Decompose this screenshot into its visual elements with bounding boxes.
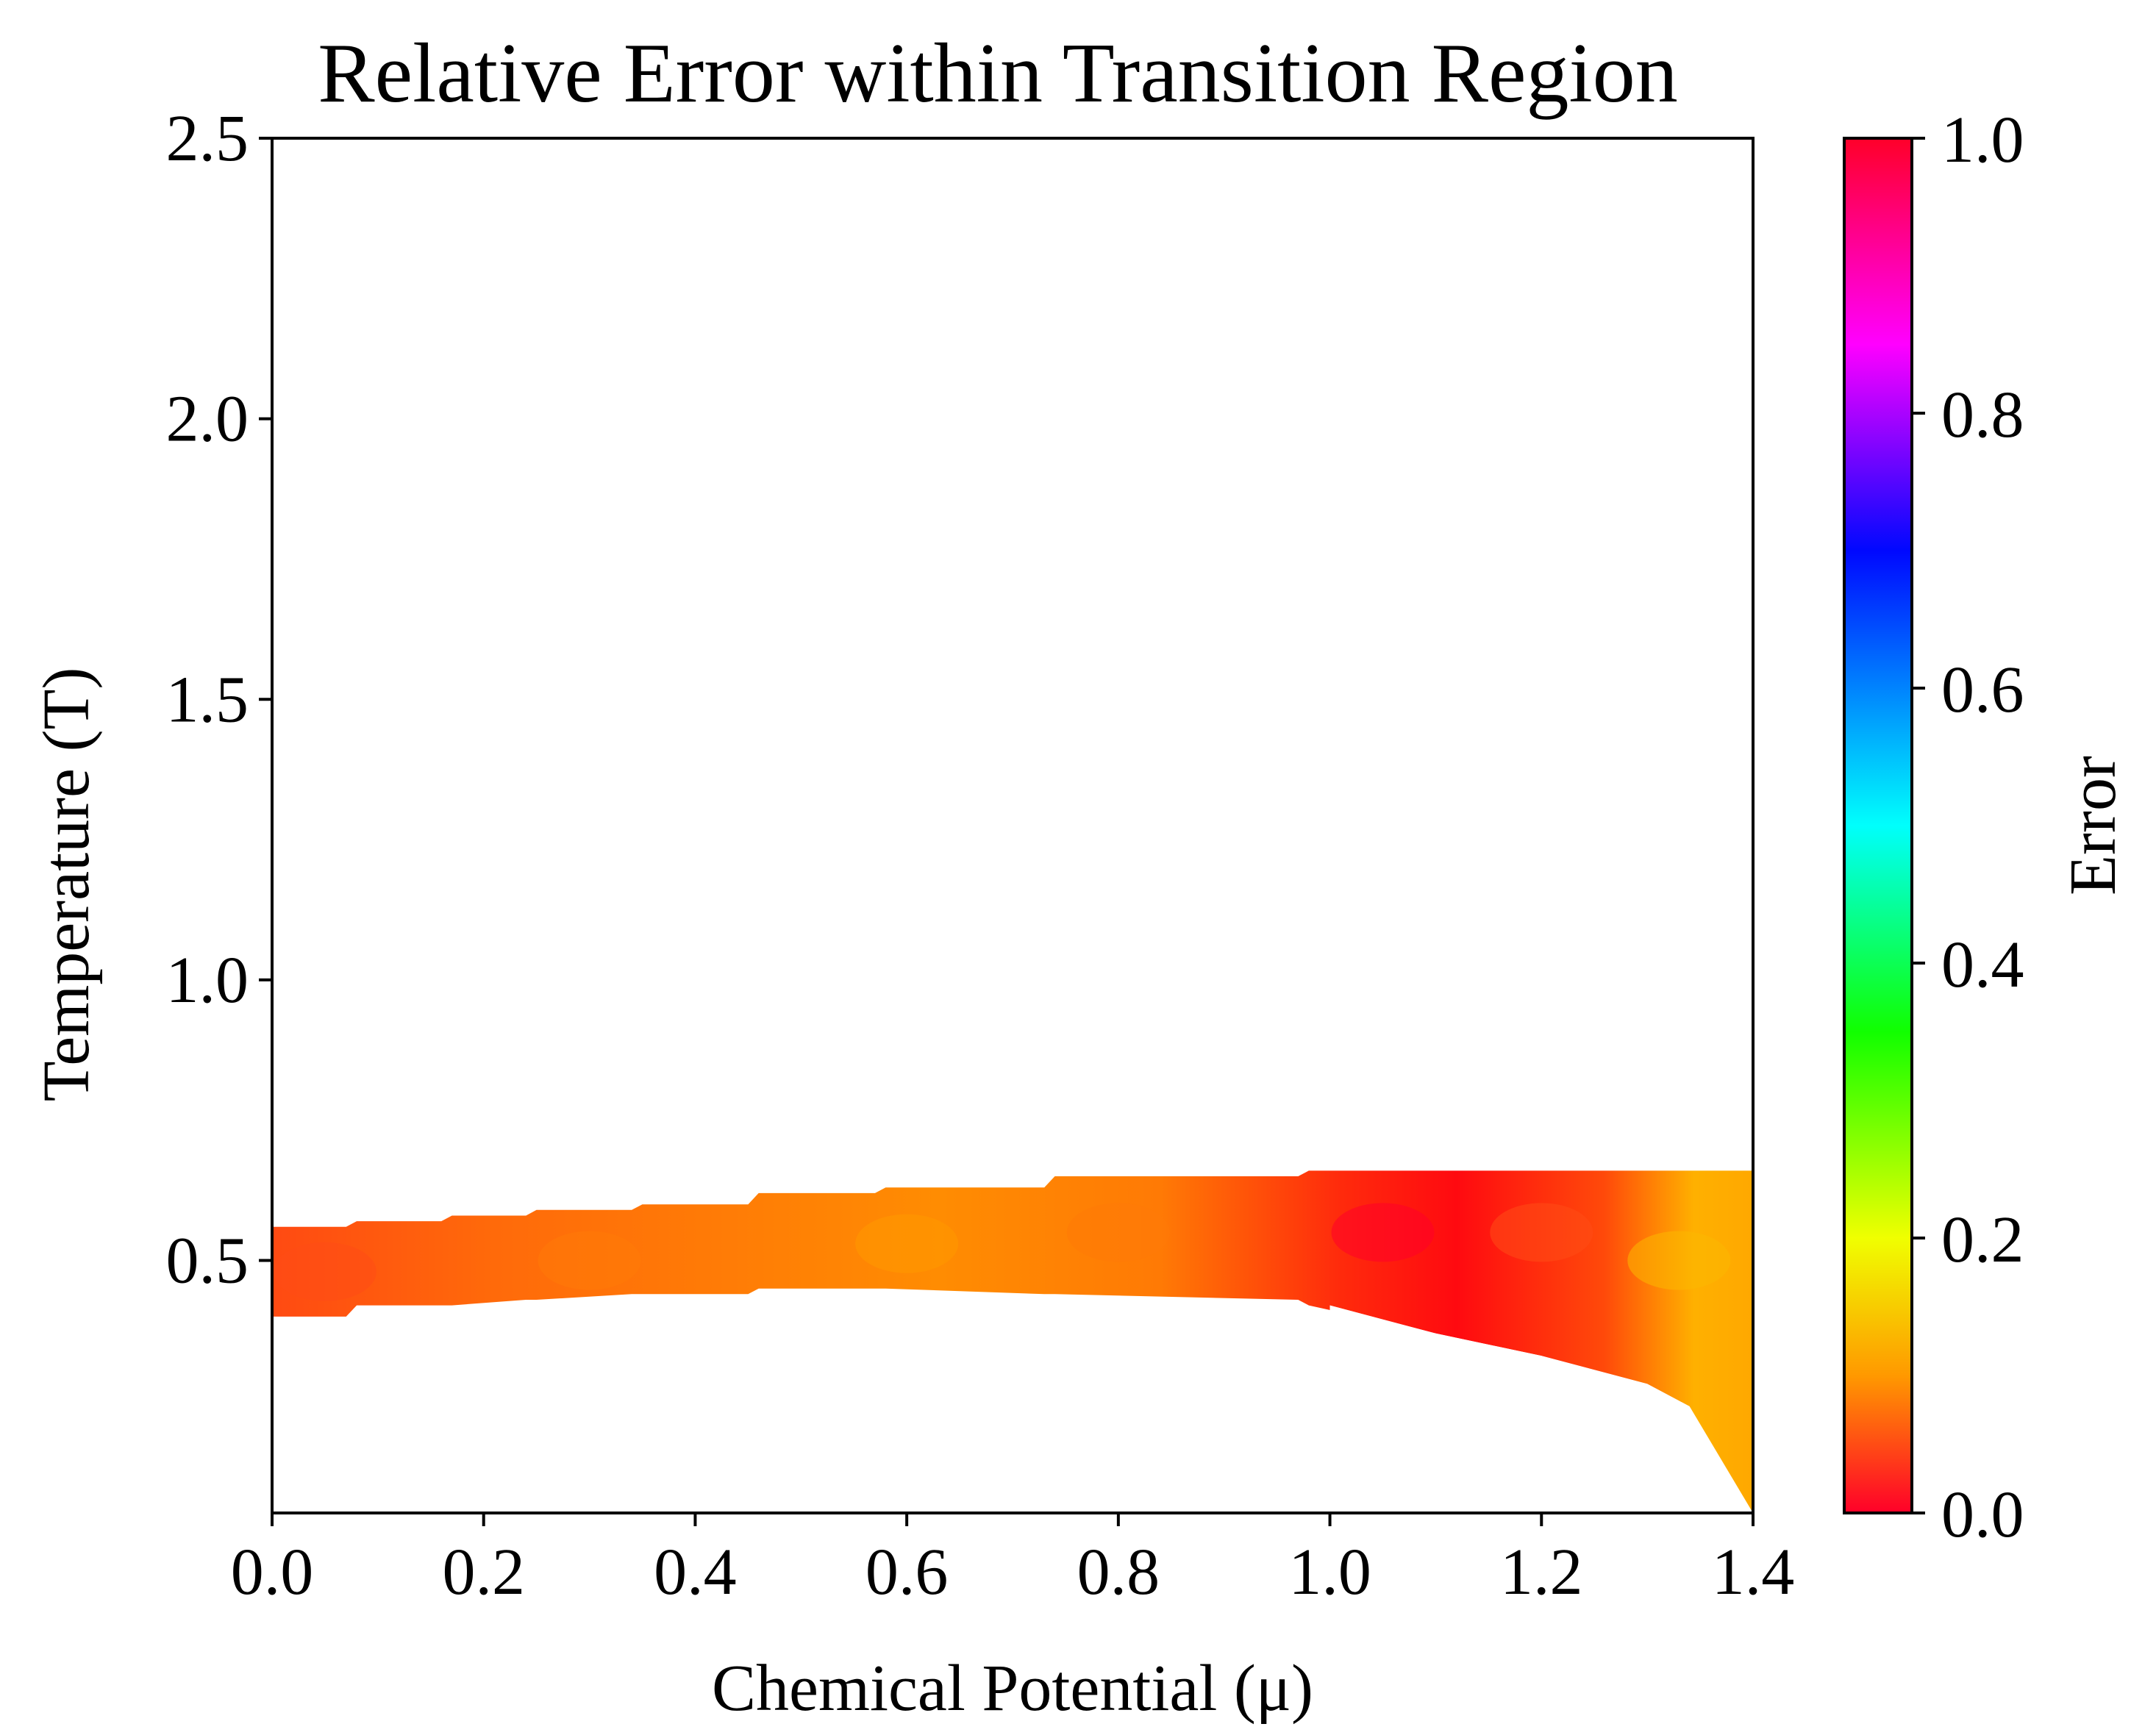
x-tick-label: 1.4 [1712, 1536, 1795, 1609]
colorbar-tick-label: 0.0 [1941, 1478, 2024, 1551]
x-tick-label: 0.6 [865, 1536, 949, 1609]
x-tick-label: 0.0 [231, 1536, 314, 1609]
error-sample [273, 1242, 376, 1301]
x-tick-label: 0.2 [442, 1536, 525, 1609]
x-axis-label: Chemical Potential (μ) [712, 1652, 1313, 1725]
y-axis-ticks: 0.5 1.0 1.5 2.0 2.5 [166, 102, 272, 1298]
colorbar-tick-label: 1.0 [1941, 104, 2024, 176]
error-sample [1490, 1203, 1593, 1262]
heatmap-layer [272, 1170, 1753, 1513]
colorbar-tick-label: 0.4 [1941, 929, 2024, 1001]
x-axis-ticks: 0.0 0.2 0.4 0.6 0.8 1.0 1.2 1.4 [231, 1513, 1795, 1609]
x-tick-label: 1.0 [1288, 1536, 1371, 1609]
x-tick-label: 1.2 [1500, 1536, 1583, 1609]
y-tick-label: 2.0 [166, 383, 249, 456]
x-tick-label: 0.4 [654, 1536, 737, 1609]
y-tick-label: 1.5 [166, 663, 249, 736]
colorbar: 0.0 0.2 0.4 0.6 0.8 1.0 Error [1843, 104, 2130, 1551]
colorbar-ticks: 0.0 0.2 0.4 0.6 0.8 1.0 [1912, 104, 2024, 1551]
y-tick-label: 0.5 [166, 1225, 249, 1298]
colorbar-tick-label: 0.6 [1941, 654, 2024, 726]
colorbar-label: Error [2057, 756, 2130, 895]
y-tick-label: 1.0 [166, 944, 249, 1017]
chart-title: Relative Error within Transition Region [318, 26, 1677, 121]
colorbar-scale [1843, 137, 1913, 1514]
plot-area [271, 137, 1755, 1514]
colorbar-tick-label: 0.8 [1941, 379, 2024, 451]
x-tick-label: 0.8 [1077, 1536, 1160, 1609]
colorbar-tick-label: 0.2 [1941, 1203, 2024, 1276]
error-sample [1331, 1203, 1435, 1262]
error-sample [1066, 1203, 1170, 1262]
error-sample [538, 1231, 641, 1290]
plot-frame [271, 137, 1755, 1514]
error-sample [1627, 1231, 1731, 1290]
y-axis-label: Temperature (T) [30, 668, 103, 1102]
outside-region-mask [1329, 1305, 1690, 1513]
y-tick-label: 2.5 [166, 102, 249, 175]
error-sample [855, 1214, 959, 1273]
